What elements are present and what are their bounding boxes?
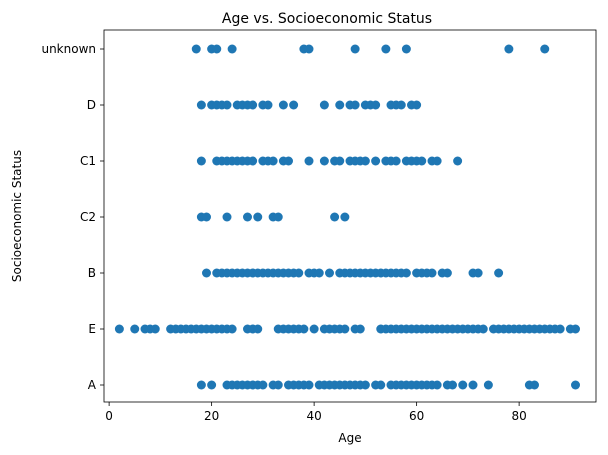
- point-E-69: [555, 324, 565, 334]
- data-points: [114, 44, 580, 390]
- point-A-26: [360, 380, 370, 390]
- point-B-41: [442, 268, 452, 278]
- point-B-35: [401, 268, 411, 278]
- point-unknown-3: [227, 44, 237, 54]
- point-C1-17: [335, 156, 345, 166]
- point-D-24: [412, 100, 422, 110]
- point-E-1: [130, 324, 140, 334]
- point-D-14: [335, 100, 345, 110]
- point-C1-13: [284, 156, 293, 166]
- plot-frame: [103, 29, 597, 403]
- point-E-17: [227, 324, 237, 334]
- y-axis-title: Socioeconomic Status: [10, 150, 24, 282]
- point-A-1: [207, 380, 217, 390]
- point-C1-8: [248, 156, 258, 166]
- point-E-26: [299, 324, 309, 334]
- point-B-0: [202, 268, 211, 278]
- point-D-10: [263, 100, 273, 110]
- point-C2-7: [330, 212, 340, 222]
- point-C2-6: [273, 212, 283, 222]
- point-unknown-8: [401, 44, 411, 54]
- point-unknown-10: [540, 44, 550, 54]
- point-unknown-5: [304, 44, 314, 54]
- x-tick-label: 80: [511, 409, 526, 423]
- point-D-11: [278, 100, 288, 110]
- point-D-12: [289, 100, 299, 110]
- point-unknown-6: [350, 44, 360, 54]
- point-C1-25: [391, 156, 401, 166]
- point-A-28: [376, 380, 386, 390]
- point-A-41: [458, 380, 468, 390]
- y-tick-label: C1: [80, 154, 96, 168]
- point-A-43: [483, 380, 493, 390]
- point-E-32: [340, 324, 350, 334]
- point-A-0: [196, 380, 206, 390]
- point-C1-21: [360, 156, 370, 166]
- point-unknown-0: [191, 44, 201, 54]
- x-axis: 0 20 40 60 80: [105, 402, 527, 423]
- point-unknown-9: [504, 44, 514, 54]
- x-tick-label: 40: [306, 409, 321, 423]
- point-B-21: [325, 268, 334, 278]
- point-E-0: [114, 324, 124, 334]
- x-tick-label: 60: [409, 409, 424, 423]
- point-C2-1: [202, 212, 211, 222]
- point-C1-0: [196, 156, 206, 166]
- y-tick-label: E: [88, 322, 96, 336]
- point-C2-2: [222, 212, 232, 222]
- x-tick-label: 0: [105, 409, 113, 423]
- point-C1-15: [319, 156, 329, 166]
- point-B-39: [427, 268, 437, 278]
- point-C1-11: [268, 156, 278, 166]
- point-D-13: [319, 100, 329, 110]
- point-C1-22: [371, 156, 381, 166]
- point-C1-32: [453, 156, 463, 166]
- point-E-20: [253, 324, 263, 334]
- point-E-34: [355, 324, 365, 334]
- point-unknown-7: [381, 44, 391, 54]
- y-tick-label: A: [88, 378, 97, 392]
- point-E-71: [571, 324, 580, 334]
- point-A-16: [304, 380, 314, 390]
- point-E-27: [309, 324, 319, 334]
- point-A-45: [530, 380, 539, 390]
- x-axis-title: Age: [338, 431, 361, 445]
- y-tick-label: C2: [80, 210, 96, 224]
- point-B-17: [294, 268, 304, 278]
- point-D-0: [196, 100, 206, 110]
- point-D-4: [222, 100, 232, 110]
- point-unknown-2: [212, 44, 222, 54]
- point-C2-3: [243, 212, 252, 222]
- point-A-46: [571, 380, 580, 390]
- point-D-16: [350, 100, 360, 110]
- point-E-55: [478, 324, 488, 334]
- x-tick-label: 20: [204, 409, 219, 423]
- point-E-4: [150, 324, 160, 334]
- point-C1-14: [304, 156, 314, 166]
- point-C1-31: [432, 156, 442, 166]
- point-B-43: [473, 268, 483, 278]
- point-A-11: [273, 380, 283, 390]
- y-tick-label: B: [88, 266, 96, 280]
- point-C2-4: [253, 212, 263, 222]
- point-B-44: [494, 268, 504, 278]
- point-D-22: [396, 100, 406, 110]
- point-D-8: [248, 100, 258, 110]
- point-A-42: [468, 380, 478, 390]
- point-C1-29: [417, 156, 427, 166]
- point-A-9: [258, 380, 268, 390]
- y-tick-label: unknown: [41, 42, 96, 56]
- y-tick-label: D: [87, 98, 96, 112]
- point-B-20: [314, 268, 324, 278]
- point-A-40: [448, 380, 457, 390]
- chart-title: Age vs. Socioeconomic Status: [222, 11, 432, 27]
- point-D-19: [371, 100, 381, 110]
- point-C2-8: [340, 212, 350, 222]
- point-A-38: [432, 380, 442, 390]
